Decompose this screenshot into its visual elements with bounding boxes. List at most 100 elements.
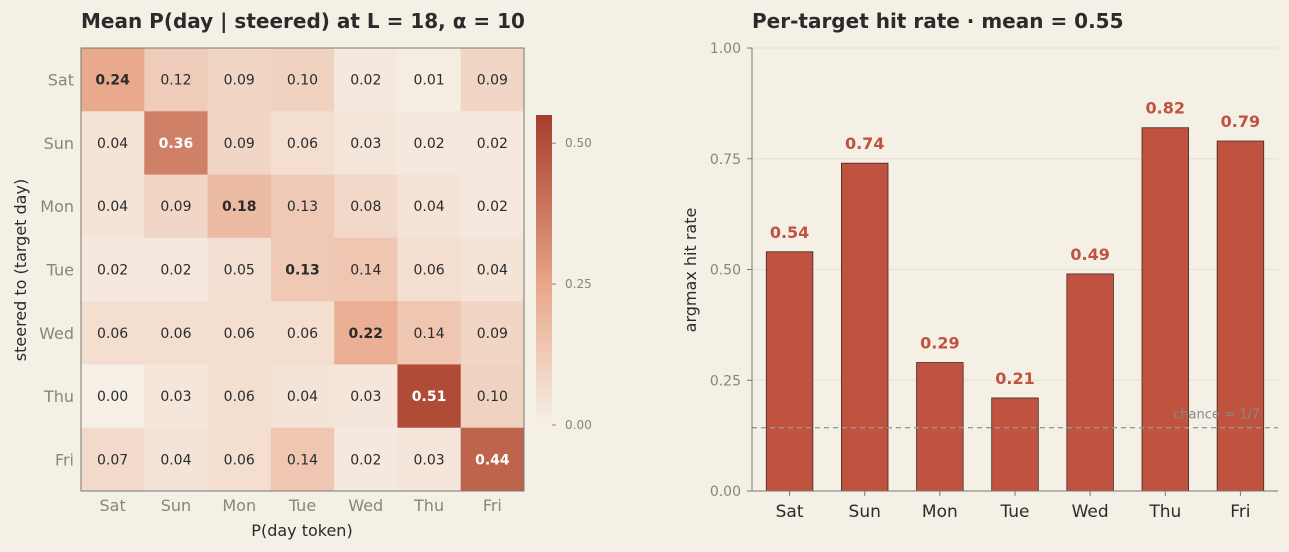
heatmap-y-tick-label: Tue: [46, 261, 74, 280]
chance-line-label: chance = 1/7: [1173, 408, 1260, 423]
heatmap-cell: [397, 364, 462, 429]
bar: [991, 397, 1039, 492]
bar-y-tick-label: 0.50: [710, 263, 741, 279]
colorbar-ticks: 0.00 0.25 0.50: [552, 136, 592, 432]
heatmap-cell-value: 0.06: [224, 326, 255, 342]
heatmap-cell: [460, 48, 525, 112]
heatmap-cell-value: 0.06: [160, 326, 191, 342]
heatmap-cell-value: 0.02: [413, 136, 444, 152]
heatmap-cell-value: 0.04: [97, 199, 128, 215]
heatmap-cell: [397, 48, 462, 112]
heatmap-cell-value: 0.10: [287, 73, 318, 89]
heatmap-cell: [81, 301, 145, 365]
heatmap-cell: [207, 301, 272, 365]
bar-x-tick-labels: Sat Sun Mon Tue Wed Thu Fri: [776, 491, 1251, 522]
heatmap-cell-value: 0.12: [160, 73, 191, 89]
heatmap-cell-value: 0.09: [224, 136, 255, 152]
bar-value-label: 0.54: [770, 223, 809, 242]
colorbar-tick-label: 0.00: [565, 418, 592, 432]
heatmap-cell-value: 0.04: [160, 452, 191, 468]
heatmap-cell: [207, 48, 272, 112]
heatmap-cell-value: 0.04: [287, 389, 318, 405]
bar: [916, 362, 964, 492]
heatmap-cell: [144, 301, 209, 365]
heatmap-grid: 0.24 0.12 0.09 0.10 0.02 0.01 0.09 0.04 0.36 0.09…: [81, 48, 525, 492]
heatmap-cell: [270, 364, 335, 429]
heatmap-cell-value: 0.09: [160, 199, 191, 215]
bar: [1066, 273, 1114, 492]
heatmap-cell: [397, 174, 462, 239]
heatmap-cell: [460, 111, 525, 176]
heatmap-cell: [144, 427, 209, 492]
bar: [1141, 127, 1189, 492]
heatmap-cell-value: 0.36: [159, 136, 194, 152]
heatmap-cell: [270, 174, 335, 239]
bar-chart-title: Per-target hit rate · mean = 0.55: [752, 9, 1124, 33]
heatmap-cell: [460, 174, 525, 239]
bar-value-label: 0.82: [1146, 99, 1185, 118]
heatmap-cell-value: 0.02: [160, 263, 191, 279]
heatmap-x-tick-label: Fri: [483, 496, 502, 515]
heatmap-cell-value: 0.09: [477, 326, 508, 342]
bar-gridlines: [752, 47, 1278, 381]
heatmap-cell: [81, 237, 145, 302]
heatmap-cell: [334, 48, 398, 112]
heatmap-cell: [144, 237, 209, 302]
colorbar-tick-label: 0.50: [565, 136, 592, 150]
heatmap-x-tick-label: Sat: [100, 496, 126, 515]
bar-x-tick-label: Sat: [776, 502, 804, 522]
heatmap-cell: [334, 237, 398, 302]
heatmap-cell-value: 0.22: [349, 326, 384, 342]
heatmap-cell-value: 0.07: [97, 452, 128, 468]
heatmap-cell: [144, 174, 209, 239]
heatmap-cell: [207, 364, 272, 429]
bar-series: 0.54 0.74 0.29 0.21 0.49 0.82 0.79: [765, 99, 1265, 492]
heatmap-cell: [144, 364, 209, 429]
colorbar-tick-label: 0.25: [565, 277, 592, 291]
heatmap-cell: [81, 174, 145, 239]
heatmap-cell: [144, 48, 209, 112]
heatmap-cell: [460, 237, 525, 302]
heatmap-cell: [270, 111, 335, 176]
heatmap-x-tick-label: Mon: [222, 496, 256, 515]
heatmap-cell: [270, 237, 335, 302]
heatmap-cell-value: 0.03: [413, 452, 444, 468]
heatmap-cell-value: 0.03: [350, 389, 381, 405]
bar-y-tick-labels: 0.00 0.25 0.50 0.75 1.00: [710, 41, 752, 500]
heatmap-cell-value: 0.02: [97, 263, 128, 279]
heatmap-cell: [397, 301, 462, 365]
heatmap-cell: [334, 111, 398, 176]
heatmap-cell-value: 0.09: [477, 73, 508, 89]
bar-value-label: 0.49: [1070, 245, 1109, 264]
heatmap-cell-value: 0.14: [287, 452, 318, 468]
bar-y-tick-label: 1.00: [710, 41, 741, 57]
bar: [765, 251, 814, 492]
bar-value-label: 0.79: [1221, 112, 1260, 131]
bar-value-label: 0.74: [845, 134, 884, 153]
heatmap-cell-value: 0.03: [350, 136, 381, 152]
bar-x-tick-label: Fri: [1230, 502, 1250, 522]
heatmap-x-tick-label: Thu: [413, 496, 444, 515]
heatmap-y-tick-label: Fri: [55, 450, 74, 469]
heatmap-cell-value: 0.06: [287, 326, 318, 342]
heatmap-cell: [270, 48, 335, 112]
heatmap-y-tick-label: Sun: [44, 134, 74, 153]
bar-y-tick-label: 0.00: [710, 484, 741, 500]
heatmap-cell-value: 0.06: [97, 326, 128, 342]
heatmap-cell: [270, 427, 335, 492]
heatmap-cell-value: 0.06: [224, 452, 255, 468]
heatmap-frame: [80, 47, 525, 492]
heatmap-cell-value: 0.14: [413, 326, 444, 342]
heatmap-x-axis-label: P(day token): [251, 521, 352, 540]
bar-x-tick-label: Wed: [1072, 502, 1109, 522]
heatmap-cell-value: 0.01: [413, 73, 444, 89]
heatmap-cell: [270, 301, 335, 365]
heatmap-cell: [334, 364, 398, 429]
heatmap-cell: [81, 364, 145, 429]
heatmap-x-tick-label: Tue: [288, 496, 316, 515]
heatmap-cell-value: 0.02: [350, 452, 381, 468]
heatmap-x-tick-label: Wed: [348, 496, 383, 515]
bar: [1216, 140, 1265, 492]
heatmap-cell-value: 0.05: [224, 263, 255, 279]
